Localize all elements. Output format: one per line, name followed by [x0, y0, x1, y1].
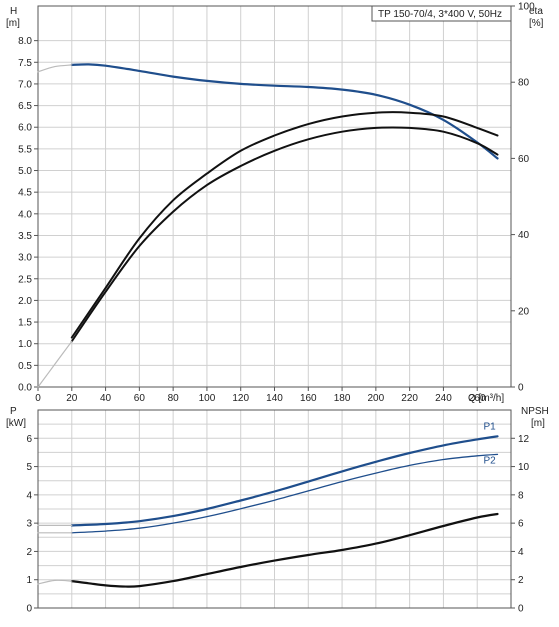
y2-tick-label: 10: [518, 462, 530, 473]
y-tick-label: 3: [26, 519, 32, 530]
y-tick-label: 1.5: [18, 318, 32, 329]
y2-tick-label: 80: [518, 78, 530, 89]
series-line: [70, 111, 499, 339]
series-line: [70, 63, 499, 160]
y-tick-label: 1.0: [18, 339, 32, 350]
x-tick-label: 240: [435, 393, 452, 404]
series-label-p2: P2: [483, 455, 496, 466]
y-tick-label: 0.0: [18, 383, 32, 394]
x-tick-label: 260: [469, 393, 486, 404]
y-tick-label: 6.5: [18, 101, 32, 112]
head-efficiency-panel: 0.0 0.5 1.0 1.5 2.0 2.5 3.0 3.5 4.0 4.5 5.0 5.5 6.0 6…: [6, 2, 544, 405]
series-line: [37, 64, 73, 73]
x-tick-label: 0: [35, 393, 41, 404]
y-tick-label: 5: [26, 462, 32, 473]
x-tick-label: 20: [66, 393, 78, 404]
y-tick-label: 2.5: [18, 274, 32, 285]
y-axis-unit: [kW]: [6, 418, 26, 429]
x-tick-label: 140: [266, 393, 283, 404]
series-line: [37, 579, 73, 585]
series-line: [70, 435, 499, 527]
y2-tick-label: 20: [518, 306, 530, 317]
x-tick-label: 180: [334, 393, 351, 404]
y-tick-label: 2.0: [18, 296, 32, 307]
x-tick-label: 40: [100, 393, 112, 404]
y2-axis-title: eta: [529, 6, 543, 17]
y2-axis-unit: [%]: [529, 18, 544, 29]
plot-frame: [37, 409, 512, 609]
y-tick-label: 7.0: [18, 79, 32, 90]
y2-tick-label: 6: [518, 519, 524, 530]
y-tick-label: 4.5: [18, 188, 32, 199]
y-tick-label: 5.5: [18, 144, 32, 155]
y-axis-unit: [m]: [6, 18, 20, 29]
y-tick-label: 4.0: [18, 209, 32, 220]
y-axis-title: P: [10, 406, 17, 417]
y-tick-label: 5.0: [18, 166, 32, 177]
y2-tick-label: 4: [518, 547, 524, 558]
y-tick-label: 8.0: [18, 36, 32, 47]
y-axis-title: H: [10, 6, 17, 17]
x-axis-title: Q [m³/h]: [468, 393, 504, 404]
x-tick-label: 80: [168, 393, 180, 404]
y2-tick-label: 12: [518, 434, 530, 445]
y2-tick-label: 100: [518, 2, 535, 13]
x-tick-label: 160: [300, 393, 317, 404]
y2-axis-unit: [m]: [531, 418, 545, 429]
x-tick-label: 120: [232, 393, 249, 404]
y-tick-label: 6: [26, 434, 32, 445]
y-tick-label: 6.0: [18, 123, 32, 134]
series-label-p1: P1: [483, 421, 496, 432]
y2-tick-label: 60: [518, 154, 530, 165]
chart-title: TP 150-70/4, 3*400 V, 50Hz: [378, 9, 502, 20]
x-tick-label: 60: [134, 393, 146, 404]
series-line: [70, 126, 499, 343]
y-tick-label: 0.5: [18, 361, 32, 372]
y-tick-label: 4: [26, 490, 32, 501]
series-line: [71, 453, 499, 534]
y2-tick-label: 2: [518, 575, 524, 586]
y2-axis-title: NPSH: [521, 406, 549, 417]
x-tick-label: 100: [199, 393, 216, 404]
y2-tick-label: 40: [518, 230, 530, 241]
y2-tick-label: 8: [518, 490, 524, 501]
y-tick-label: 7.5: [18, 58, 32, 69]
series-line: [70, 512, 499, 588]
x-tick-label: 220: [401, 393, 418, 404]
y-tick-label: 0: [26, 604, 32, 615]
y2-tick-label: 0: [518, 383, 524, 394]
series-line: [37, 340, 73, 388]
y-tick-label: 1: [26, 575, 32, 586]
title-box: [371, 5, 512, 22]
y2-tick-label: 0: [518, 604, 524, 615]
y-tick-label: 3.0: [18, 253, 32, 264]
x-tick-label: 200: [368, 393, 385, 404]
y-tick-label: 2: [26, 547, 32, 558]
y-tick-label: 3.5: [18, 231, 32, 242]
